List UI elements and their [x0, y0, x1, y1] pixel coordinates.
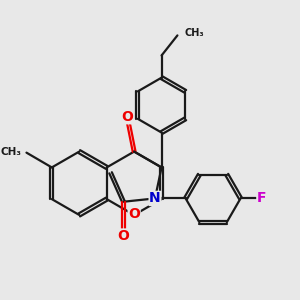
Text: F: F: [257, 191, 266, 206]
Text: CH₃: CH₃: [0, 147, 21, 157]
Text: O: O: [118, 229, 129, 243]
Text: O: O: [128, 207, 140, 221]
Text: CH₃: CH₃: [185, 28, 204, 38]
Text: O: O: [121, 110, 133, 124]
Text: N: N: [149, 191, 161, 206]
